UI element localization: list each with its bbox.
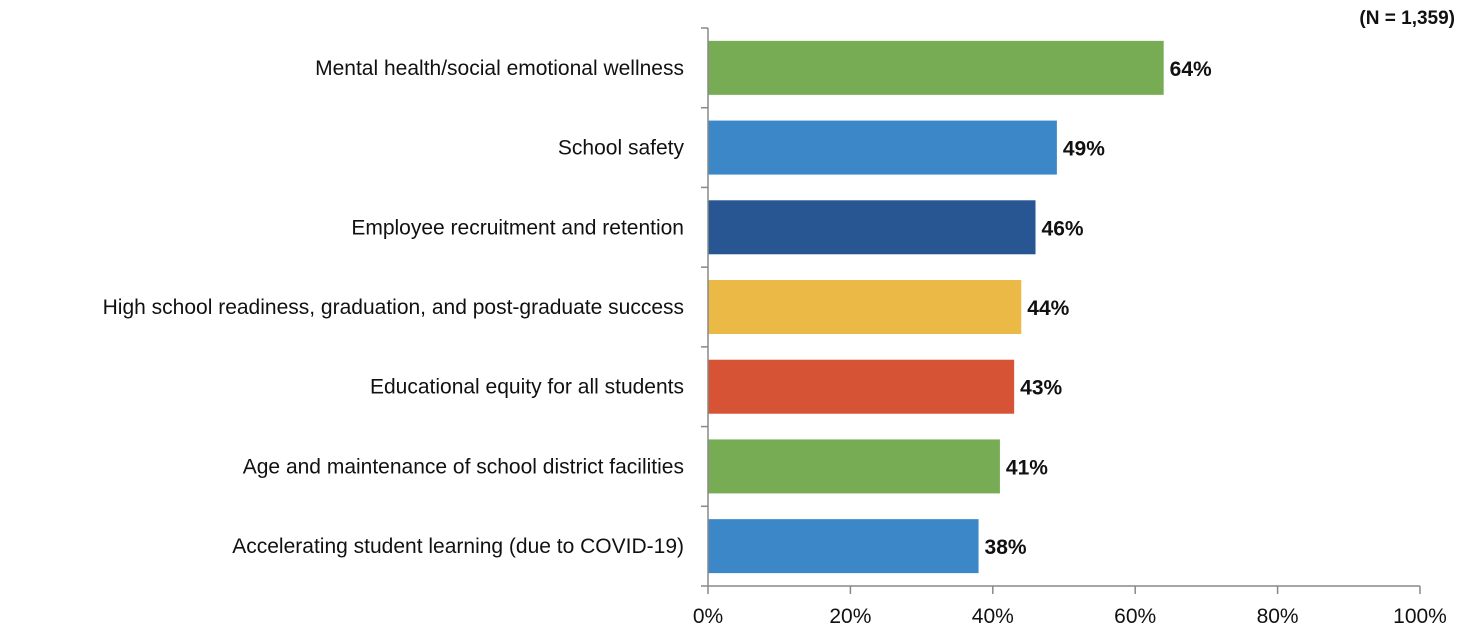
bar — [708, 359, 1015, 414]
x-tick-label: 60% — [1114, 605, 1156, 628]
x-tick-label: 80% — [1257, 605, 1299, 628]
value-label: 64% — [1170, 58, 1212, 81]
category-label: Age and maintenance of school district f… — [243, 455, 684, 478]
x-tick-label: 40% — [972, 605, 1014, 628]
sample-size-note: (N = 1,359) — [1359, 8, 1455, 29]
category-label: Mental health/social emotional wellness — [315, 57, 684, 80]
category-label: Employee recruitment and retention — [351, 216, 684, 239]
bar — [708, 200, 1036, 255]
value-label: 43% — [1020, 377, 1062, 400]
value-label: 49% — [1063, 138, 1105, 161]
value-labels-group: 64% 49% 46% 44% 43% 41% 38% — [985, 58, 1212, 559]
category-label: High school readiness, graduation, and p… — [103, 296, 684, 319]
category-label: Educational equity for all students — [370, 376, 684, 399]
bar — [708, 280, 1022, 334]
axes-group: 0% 20% 40% 60% 80% 100% — [693, 27, 1447, 628]
category-label: School safety — [558, 137, 685, 160]
value-label: 38% — [985, 536, 1027, 559]
bar — [708, 439, 1000, 494]
x-tick-label: 100% — [1393, 605, 1447, 628]
x-tick-label: 0% — [693, 605, 723, 628]
bars-group — [708, 40, 1164, 574]
category-labels-group: Mental health/social emotional wellness S… — [103, 57, 685, 558]
value-label: 44% — [1027, 297, 1069, 320]
value-label: 46% — [1042, 217, 1084, 240]
bar — [708, 519, 979, 574]
bar — [708, 40, 1164, 95]
value-label: 41% — [1006, 456, 1048, 479]
bar — [708, 120, 1057, 175]
x-tick-label: 20% — [829, 605, 871, 628]
category-label: Accelerating student learning (due to CO… — [232, 535, 684, 558]
